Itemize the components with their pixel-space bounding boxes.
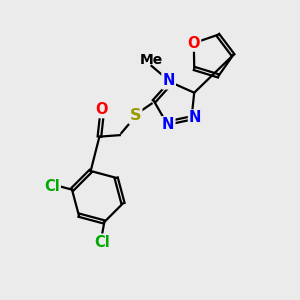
Text: Me: Me (140, 53, 163, 68)
Text: O: O (96, 102, 108, 117)
Text: S: S (130, 108, 141, 123)
Text: O: O (188, 36, 200, 51)
Text: Cl: Cl (94, 235, 110, 250)
Text: N: N (162, 74, 175, 88)
Text: N: N (189, 110, 201, 125)
Text: Cl: Cl (44, 178, 60, 194)
Text: N: N (162, 117, 174, 132)
